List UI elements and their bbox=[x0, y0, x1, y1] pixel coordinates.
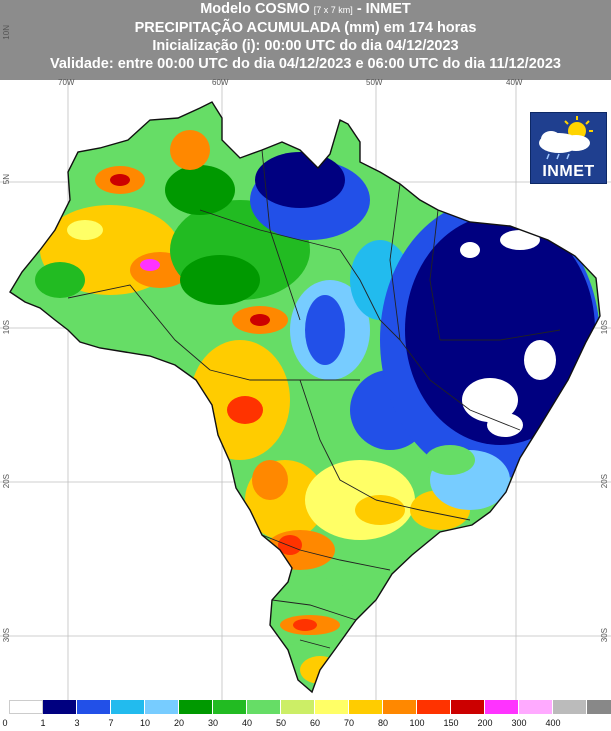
legend-swatch bbox=[111, 700, 145, 714]
legend-label: 400 bbox=[545, 718, 561, 728]
legend-swatch bbox=[213, 700, 247, 714]
legend-swatch bbox=[315, 700, 349, 714]
lon-label-50w: 50W bbox=[366, 78, 383, 87]
model-title-prefix: Modelo COSMO bbox=[200, 1, 314, 17]
map-header: Modelo COSMO [7 x 7 km] - INMET PRECIPIT… bbox=[0, 0, 611, 80]
lat-label-30s-right: 30S bbox=[600, 628, 609, 643]
legend-label: 20 bbox=[173, 718, 185, 728]
legend-swatch bbox=[587, 700, 611, 714]
model-title-suffix: - INMET bbox=[352, 1, 411, 17]
lon-label-60w: 60W bbox=[212, 78, 229, 87]
legend-label: 0 bbox=[2, 718, 8, 728]
legend-label: 80 bbox=[377, 718, 389, 728]
color-legend: 0 1 3 7 10 20 30 40 50 60 70 80 100 150 200 300 400 bbox=[0, 700, 611, 731]
lon-label-40w: 40W bbox=[506, 78, 523, 87]
legend-label: 300 bbox=[511, 718, 527, 728]
inmet-logo: INMET bbox=[530, 112, 607, 184]
legend-swatch bbox=[43, 700, 77, 714]
precipitation-map: 70W 60W 50W 40W 10N 5N 10S 20S 30S 10S 2… bbox=[0, 25, 611, 700]
legend-label: 50 bbox=[275, 718, 287, 728]
precipitation-field bbox=[10, 102, 600, 692]
legend-swatch bbox=[485, 700, 519, 714]
legend-swatch bbox=[519, 700, 553, 714]
legend-swatch bbox=[417, 700, 451, 714]
legend-swatch bbox=[383, 700, 417, 714]
lat-label-10s-right: 10S bbox=[600, 320, 609, 335]
legend-swatch bbox=[145, 700, 179, 714]
sun-cloud-rain-icon bbox=[539, 116, 593, 160]
lat-label-5n: 5N bbox=[2, 174, 11, 185]
legend-swatch bbox=[9, 700, 43, 714]
legend-label: 1 bbox=[40, 718, 46, 728]
state-borders bbox=[67, 149, 561, 649]
legend-label: 40 bbox=[241, 718, 253, 728]
lon-label-70w: 70W bbox=[58, 78, 75, 87]
legend-bar bbox=[9, 700, 611, 714]
lat-label-30s: 30S bbox=[2, 628, 11, 643]
legend-swatch bbox=[553, 700, 587, 714]
legend-swatch bbox=[349, 700, 383, 714]
initialization-time: Inicialização (i): 00:00 UTC do dia 04/1… bbox=[152, 38, 459, 54]
lat-label-20s-right: 20S bbox=[600, 474, 609, 489]
legend-label: 3 bbox=[74, 718, 80, 728]
legend-label: 7 bbox=[108, 718, 114, 728]
legend-label: 100 bbox=[409, 718, 425, 728]
lat-label-10s: 10S bbox=[2, 320, 11, 335]
legend-label: 200 bbox=[477, 718, 493, 728]
legend-swatch bbox=[247, 700, 281, 714]
model-resolution: [7 x 7 km] bbox=[313, 5, 353, 15]
legend-label: 70 bbox=[343, 718, 355, 728]
legend-label: 10 bbox=[139, 718, 151, 728]
legend-swatch bbox=[77, 700, 111, 714]
lat-label-10n: 10N bbox=[2, 25, 11, 40]
legend-swatch bbox=[451, 700, 485, 714]
logo-text: INMET bbox=[542, 163, 595, 180]
legend-label: 60 bbox=[309, 718, 321, 728]
legend-swatch bbox=[281, 700, 315, 714]
legend-label: 150 bbox=[443, 718, 459, 728]
lat-label-20s: 20S bbox=[2, 474, 11, 489]
legend-label: 30 bbox=[207, 718, 219, 728]
legend-swatch bbox=[179, 700, 213, 714]
validity-period: Validade: entre 00:00 UTC do dia 04/12/2… bbox=[50, 56, 561, 72]
map-canvas bbox=[0, 80, 611, 700]
product-title: PRECIPITAÇÃO ACUMULADA (mm) em 174 horas bbox=[134, 20, 477, 36]
model-title: Modelo COSMO [7 x 7 km] - INMET bbox=[0, 0, 611, 19]
